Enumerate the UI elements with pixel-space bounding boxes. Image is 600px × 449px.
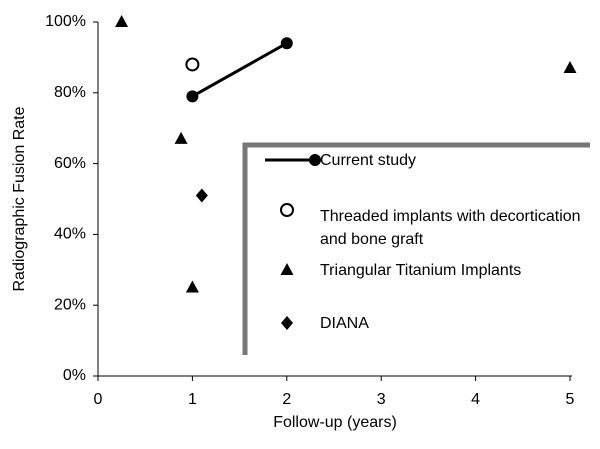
x-tick-label: 5 — [566, 391, 575, 408]
x-tick-label: 1 — [188, 391, 197, 408]
marker — [185, 280, 199, 293]
legend-label: DIANA — [320, 315, 369, 332]
marker — [185, 57, 200, 72]
x-tick-label: 2 — [282, 391, 291, 408]
y-tick-label: 100% — [45, 13, 86, 30]
legend-marker — [280, 263, 294, 275]
x-tick-label: 0 — [94, 391, 103, 408]
marker — [115, 15, 129, 27]
legend-label: Triangular Titanium Implants — [320, 262, 522, 279]
y-tick-label: 60% — [54, 155, 86, 172]
marker — [174, 131, 188, 144]
y-axis-label: Radiographic Fusion Rate — [11, 106, 28, 291]
marker — [195, 188, 208, 203]
y-tick-label: 20% — [54, 296, 86, 313]
legend-label: Threaded implants with decortication and… — [320, 208, 581, 248]
y-tick-label: 0% — [63, 367, 86, 384]
legend-marker — [281, 316, 293, 330]
legend-marker — [280, 203, 294, 217]
x-tick-label: 4 — [471, 391, 480, 408]
marker — [280, 37, 293, 50]
x-tick-label: 3 — [377, 391, 386, 408]
x-axis-label: Follow-up (years) — [273, 414, 397, 431]
legend-frame — [242, 142, 590, 355]
marker — [563, 61, 577, 74]
y-tick-label: 40% — [54, 226, 86, 243]
marker — [186, 90, 199, 103]
legend-label: Current study — [320, 152, 417, 169]
legend-marker — [309, 154, 321, 166]
series-line — [191, 41, 288, 98]
y-tick-label: 80% — [54, 84, 86, 101]
